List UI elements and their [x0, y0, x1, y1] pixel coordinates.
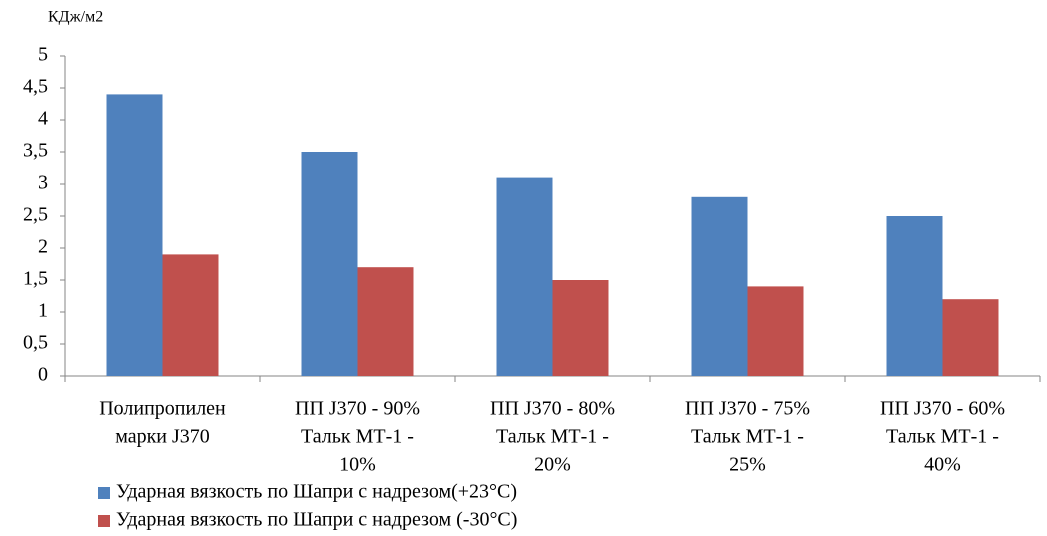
bar	[496, 177, 553, 376]
bar	[886, 216, 943, 376]
y-tick-label: 2,5	[23, 204, 48, 226]
x-tick-label: 10%	[339, 454, 376, 476]
x-tick-label: ПП J370 - 75%	[685, 398, 810, 420]
bar	[162, 254, 219, 376]
y-tick-label: 5	[38, 44, 48, 66]
x-tick-label: марки J370	[115, 426, 210, 448]
x-tick-label: ПП J370 - 80%	[490, 398, 615, 420]
x-tick-label: Полипропилен	[99, 398, 226, 420]
y-tick-label: 3	[38, 172, 48, 194]
bar	[106, 94, 163, 377]
y-tick-label: 3,5	[23, 140, 48, 162]
y-tick-label: 0,5	[23, 332, 48, 354]
legend-swatch	[98, 515, 110, 527]
bar	[301, 152, 358, 376]
y-axis-label: КДж/м2	[48, 9, 103, 26]
y-tick-label: 4,5	[23, 76, 48, 98]
bar	[747, 286, 804, 376]
y-tick-label: 0	[38, 364, 48, 386]
x-tick-label: ПП J370 - 90%	[295, 398, 420, 420]
x-tick-label: Тальк МТ-1 -	[496, 426, 609, 448]
bar	[942, 299, 999, 376]
x-tick-label: Тальк МТ-1 -	[886, 426, 999, 448]
y-tick-label: 1	[38, 300, 48, 322]
x-tick-label: 25%	[729, 454, 766, 476]
x-tick-label: Тальк МТ-1 -	[301, 426, 414, 448]
y-tick-label: 2	[38, 236, 48, 258]
legend-label: Ударная вязкость по Шапри с надрезом (-3…	[116, 509, 517, 531]
bar	[552, 280, 609, 376]
x-tick-label: Тальк МТ-1 -	[691, 426, 804, 448]
x-tick-label: 40%	[924, 454, 961, 476]
legend-swatch	[98, 487, 110, 499]
bar	[691, 196, 748, 376]
bar	[357, 267, 414, 376]
y-tick-label: 1,5	[23, 268, 48, 290]
x-tick-label: ПП J370 - 60%	[880, 398, 1005, 420]
legend-label: Ударная вязкость по Шапри с надрезом(+23…	[116, 481, 517, 503]
x-tick-label: 20%	[534, 454, 571, 476]
y-tick-label: 4	[38, 108, 48, 130]
